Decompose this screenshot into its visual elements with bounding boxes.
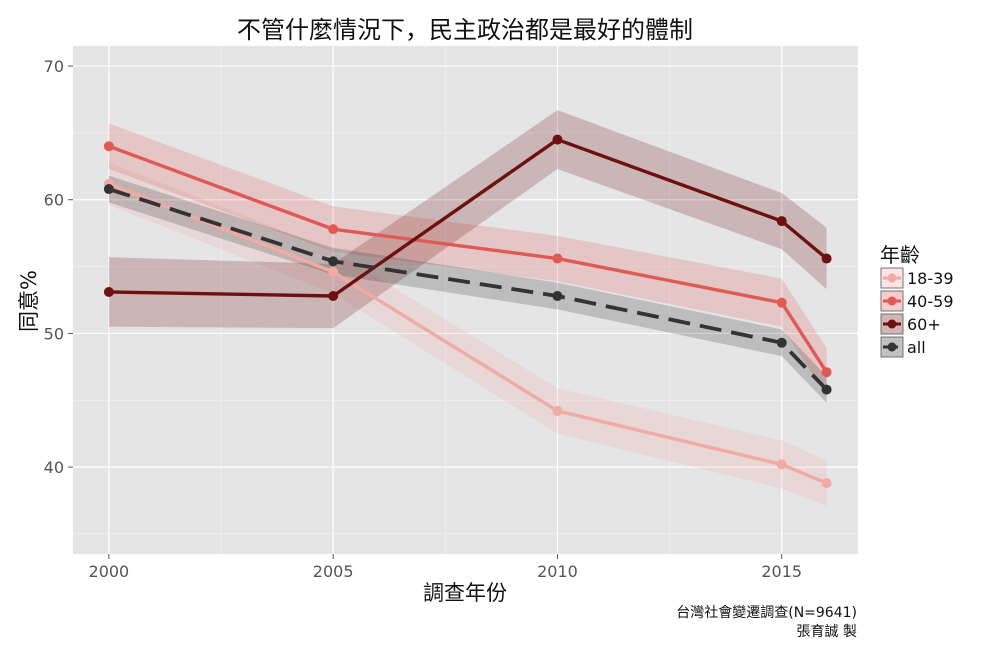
- y-tick-label: 40: [44, 458, 64, 477]
- legend-point: [887, 273, 897, 283]
- point-18-39: [821, 478, 832, 489]
- x-axis-title: 調查年份: [423, 581, 507, 605]
- ribbon-60+: [108, 110, 827, 329]
- legend-key-18-39: [880, 267, 904, 289]
- ribbon-18-39: [108, 162, 827, 506]
- legend-point: [887, 319, 897, 329]
- legend-key-60+: [880, 313, 904, 335]
- point-60+: [103, 286, 114, 297]
- y-tick-label: 60: [44, 191, 64, 210]
- point-18-39: [776, 459, 787, 470]
- point-all: [821, 384, 832, 395]
- point-40-59: [552, 253, 563, 264]
- x-tick-label: 2015: [761, 562, 802, 581]
- point-40-59: [821, 367, 832, 378]
- point-40-59: [103, 141, 114, 152]
- legend-point: [887, 296, 897, 306]
- plot-panel: [73, 46, 858, 554]
- legend-key-all: [880, 336, 904, 358]
- chart-title: 不管什麼情況下，民主政治都是最好的體制: [237, 16, 693, 44]
- legend-label: all: [907, 338, 926, 357]
- point-60+: [328, 290, 339, 301]
- caption-source: 台灣社會變遷調查(N=9641): [676, 605, 857, 621]
- series-points: [103, 134, 832, 489]
- point-40-59: [776, 297, 787, 308]
- point-60+: [776, 216, 787, 227]
- x-tick-label: 2010: [537, 562, 578, 581]
- point-all: [328, 256, 339, 267]
- ribbon-40-59: [108, 123, 827, 397]
- point-40-59: [328, 224, 339, 235]
- point-18-39: [552, 405, 563, 416]
- legend: 年齡 18-39 40-59 60+ all: [880, 243, 954, 358]
- x-tick-label: 2005: [313, 562, 354, 581]
- legend-title: 年齡: [880, 243, 920, 267]
- point-all: [103, 184, 114, 195]
- confidence-ribbons: [108, 110, 827, 506]
- point-60+: [552, 134, 563, 145]
- grid-minor: [73, 46, 858, 554]
- legend-point: [887, 342, 897, 352]
- caption-author: 張育誠 製: [797, 624, 857, 640]
- legend-label: 60+: [907, 315, 941, 334]
- y-axis-title: 同意%: [17, 270, 41, 332]
- axes: 2000 2005 2010 2015 40 50 60 70: [44, 57, 802, 581]
- point-60+: [821, 253, 832, 264]
- legend-key-40-59: [880, 290, 904, 312]
- ribbon-all: [108, 175, 827, 403]
- point-all: [776, 337, 787, 348]
- legend-label: 18-39: [907, 269, 954, 288]
- legend-label: 40-59: [907, 292, 954, 311]
- point-all: [552, 290, 563, 301]
- y-tick-label: 70: [44, 57, 64, 76]
- point-18-39: [328, 266, 339, 277]
- y-tick-label: 50: [44, 324, 64, 343]
- x-tick-label: 2000: [89, 562, 130, 581]
